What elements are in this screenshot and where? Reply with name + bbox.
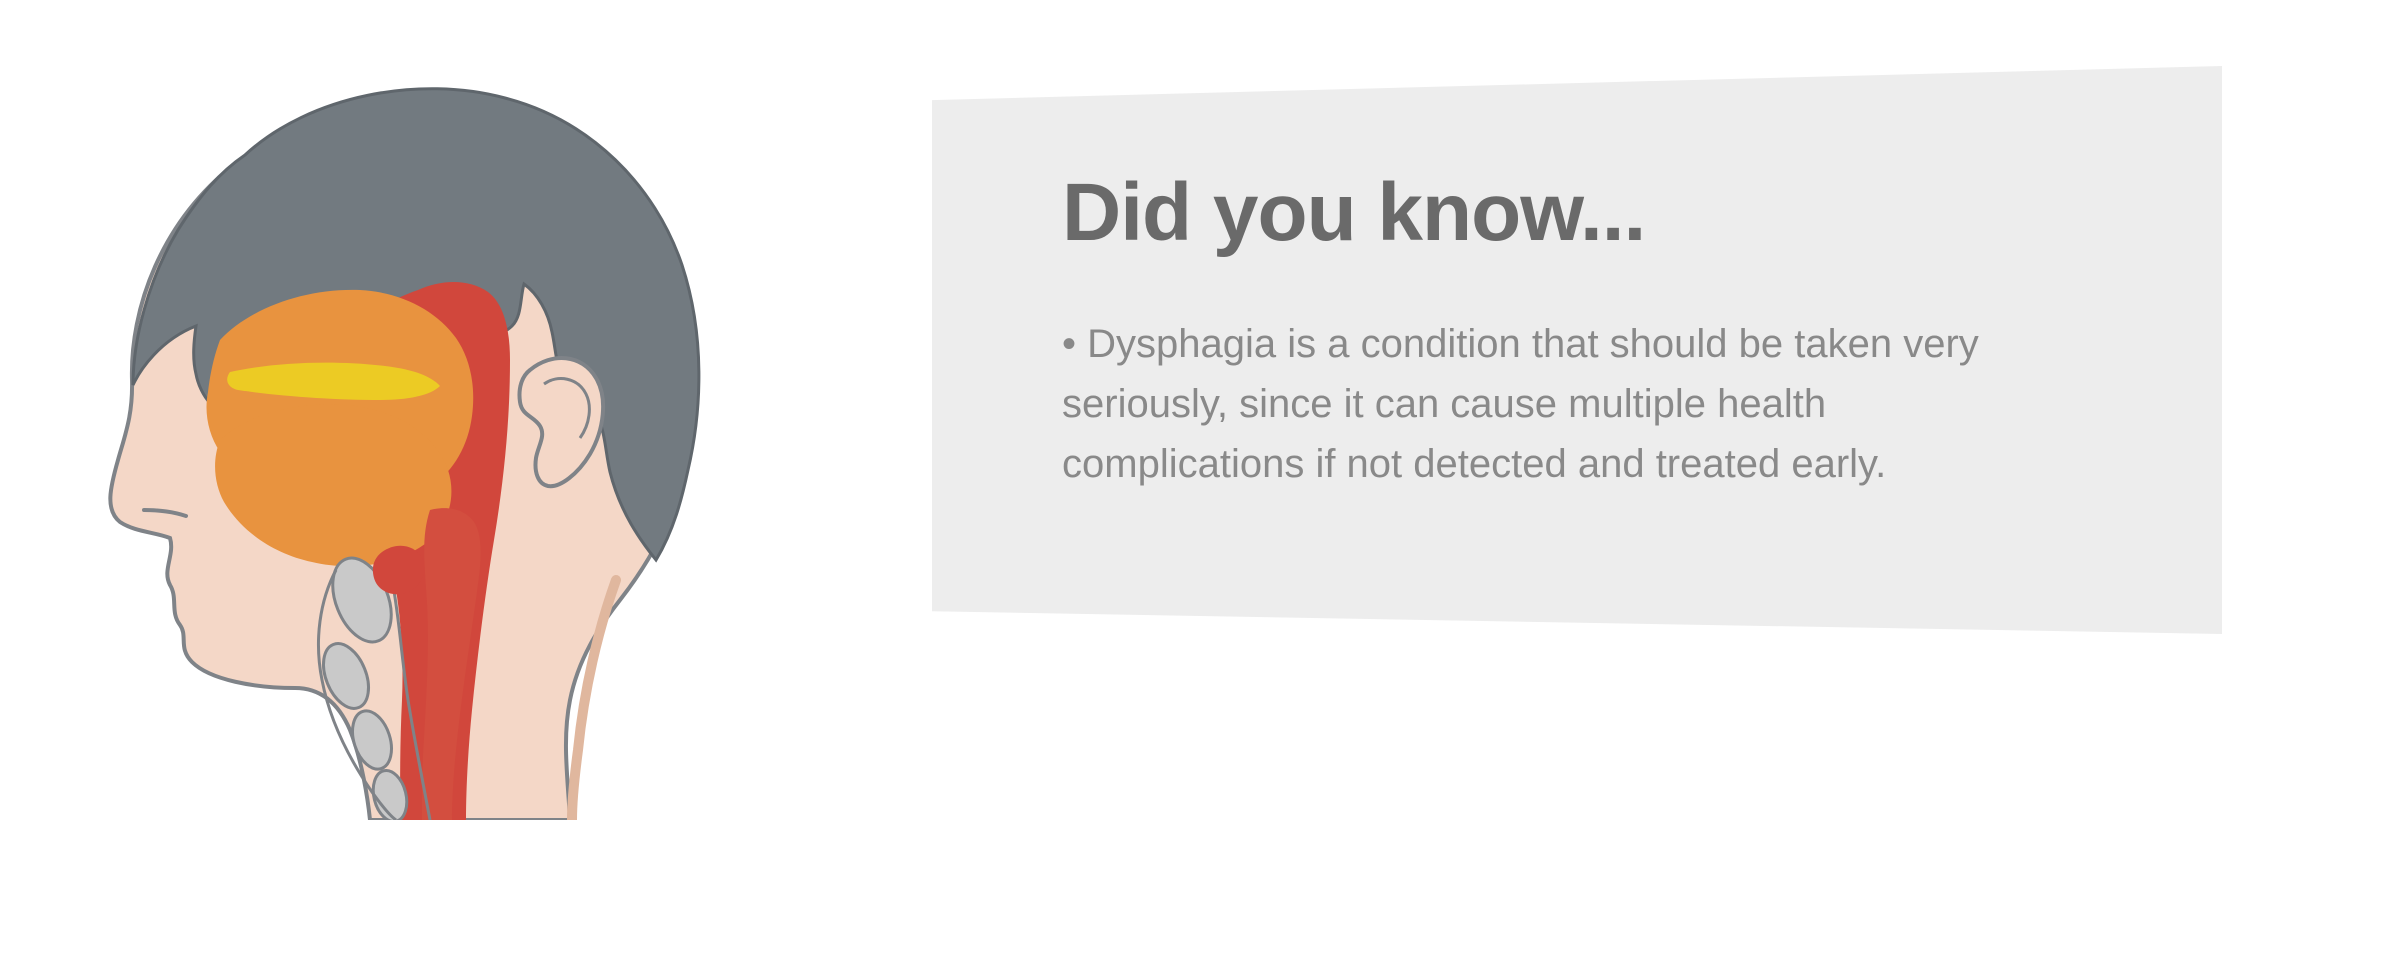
callout-bullet: • [1062, 322, 1087, 366]
infographic-stage: Did you know... • Dysphagia is a conditi… [0, 0, 2394, 971]
head-anatomy-svg [100, 40, 750, 820]
callout-panel: Did you know... • Dysphagia is a conditi… [932, 66, 2222, 634]
callout-content: Did you know... • Dysphagia is a conditi… [1062, 166, 2102, 494]
callout-title: Did you know... [1062, 166, 2102, 260]
head-anatomy-illustration [100, 40, 750, 820]
callout-body: • Dysphagia is a condition that should b… [1062, 314, 2012, 494]
callout-body-text: Dysphagia is a condition that should be … [1062, 322, 1979, 486]
